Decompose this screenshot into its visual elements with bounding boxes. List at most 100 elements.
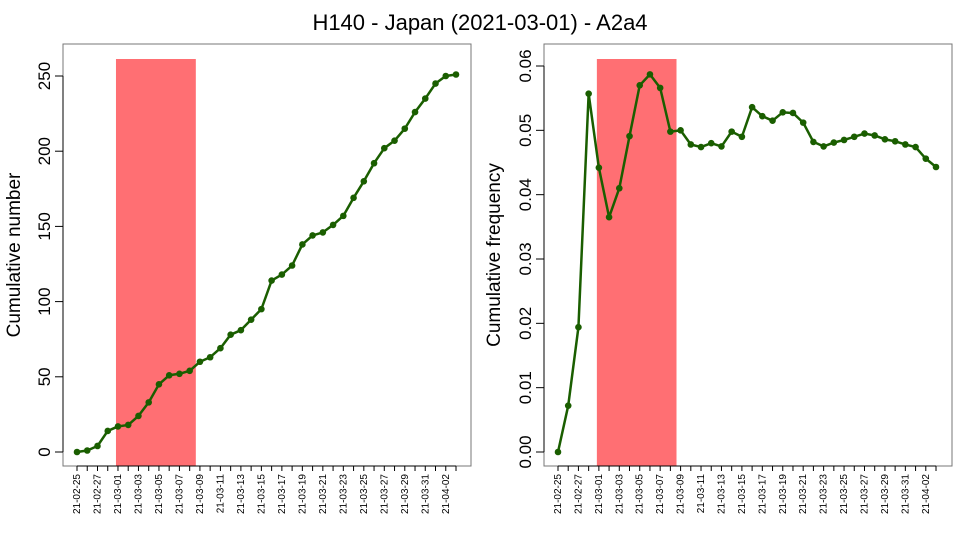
y-tick-label: 0.00 [516,435,535,468]
data-point [738,133,746,141]
x-tick-label: 21-03-19 [297,474,308,514]
x-tick-label: 21-03-25 [839,474,850,514]
data-point [401,125,409,132]
data-point [615,184,623,192]
data-point [677,127,684,134]
data-point [237,326,245,334]
x-tick-label: 21-03-11 [215,474,226,514]
x-tick-label: 21-03-13 [236,474,247,514]
data-point [165,371,173,379]
data-point [656,84,664,92]
chart-panel-1: 0 50 100 150 200 250 Cumulative number 21-02-25… [4,43,472,514]
x-tick-label: 21-03-21 [798,474,809,514]
data-point [442,72,450,80]
data-point [319,229,327,236]
data-point [73,448,81,456]
y-tick-label: 0.04 [516,178,535,211]
x-tick-label: 21-03-31 [420,474,431,514]
data-point [432,80,439,87]
x-tick-label: 21-03-05 [635,474,646,514]
x-tick-label: 21-03-01 [113,474,124,514]
data-point [196,358,204,366]
data-point [135,412,142,420]
data-point [114,423,122,430]
data-point [340,212,347,220]
data-point [452,71,460,78]
data-point [268,277,275,284]
data-point [840,136,848,144]
data-point [227,331,234,338]
y-tick-label: 0.01 [516,371,535,404]
data-point [871,132,879,139]
y-tick-label: 150 [35,212,54,240]
x-tick-label: 21-03-27 [859,474,870,514]
x-tick-label: 21-03-25 [359,474,370,514]
highlight-band [115,59,196,466]
data-point [820,143,827,150]
data-point [789,109,797,117]
x-tick-label: 21-04-02 [441,474,452,514]
x-tick-label: 21-03-23 [819,474,830,514]
x-tick-label: 21-03-13 [716,474,727,514]
data-point [830,139,838,146]
data-point [564,402,572,409]
x-tick-label: 21-03-09 [195,474,206,514]
data-point [902,141,909,148]
data-point [94,442,101,450]
x-tick-label: 21-03-07 [655,474,666,514]
y-tick-label: 100 [35,287,54,315]
y-tick-label: 0.05 [516,114,535,147]
data-point [728,128,735,135]
y-tick-label: 0 [35,447,54,456]
data-point [748,103,756,111]
highlight-band [596,59,677,466]
data-point [861,130,868,137]
data-point [421,95,429,102]
data-point [206,353,214,361]
data-point [667,128,674,135]
x-tick-label: 21-02-25 [553,474,564,514]
x-tick-label: 21-03-11 [696,474,707,514]
data-point [217,344,224,352]
x-tick-label: 21-03-15 [737,474,748,514]
data-point [83,447,91,454]
x-tick-label: 21-03-31 [900,474,911,514]
data-point [278,271,286,278]
data-point [258,305,265,313]
data-point [912,143,919,151]
x-tick-label: 21-03-29 [880,474,891,514]
data-point [636,82,644,89]
data-point [350,194,357,202]
x-tick-label: 21-03-21 [318,474,329,514]
x-tick-label: 21-02-27 [573,474,584,514]
data-point [759,112,766,120]
data-point [411,108,419,116]
y-tick-label: 0.06 [516,49,535,82]
x-tick-label: 21-03-03 [133,474,144,514]
y-tick-label: 50 [35,367,54,386]
data-point [370,159,378,167]
x-tick-label: 21-03-27 [379,474,390,514]
data-point [288,262,296,269]
x-tick-label: 21-03-23 [338,474,349,514]
data-point [799,119,807,126]
data-point [176,370,183,378]
data-point [309,232,316,239]
x-tick-label: 21-02-27 [92,474,103,514]
y-tick-label: 200 [35,137,54,165]
x-tick-label: 21-03-07 [174,474,185,514]
y-axis-label: Cumulative frequency [484,163,505,347]
data-point [104,427,112,435]
data-point [891,137,899,145]
data-point [626,132,633,140]
data-point [646,71,654,78]
data-point [124,421,132,429]
data-point [769,117,776,124]
data-point [779,109,787,116]
x-tick-label: 21-03-05 [154,474,165,514]
data-point [329,221,337,229]
data-point [697,143,705,151]
x-tick-label: 21-03-19 [778,474,789,514]
